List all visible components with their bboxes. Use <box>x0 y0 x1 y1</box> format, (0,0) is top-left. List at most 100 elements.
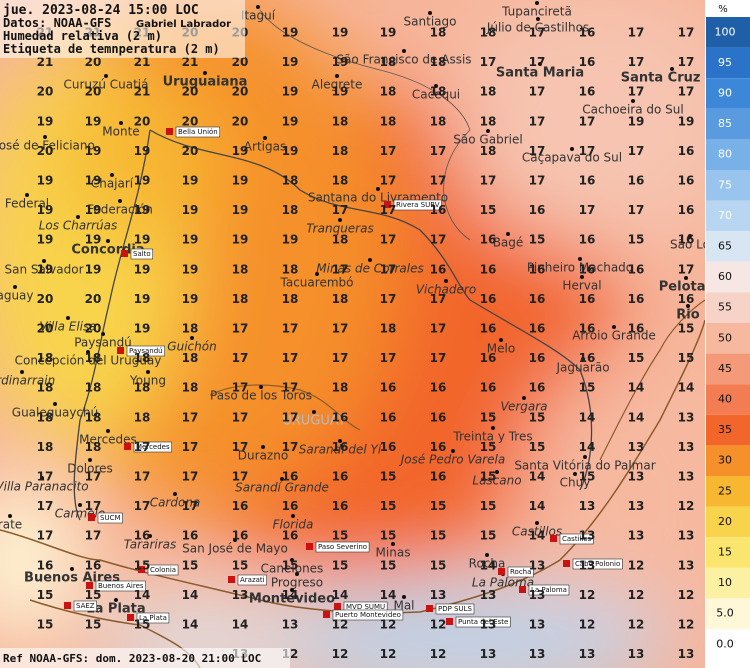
station-marker <box>384 201 391 208</box>
legend-label: 50 <box>718 331 732 344</box>
temperature: 12 <box>628 558 645 572</box>
temperature: 20 <box>134 114 151 128</box>
temperature: 18 <box>332 233 349 247</box>
temperature: 17 <box>628 85 645 99</box>
place-dot <box>86 350 90 354</box>
temperature: 17 <box>480 55 497 69</box>
station-name: Punta del Este <box>458 618 508 626</box>
legend-label: 40 <box>718 393 732 406</box>
temperature: 18 <box>134 410 151 424</box>
station-box <box>133 441 172 453</box>
temperature: 17 <box>430 233 447 247</box>
temperature: 17 <box>380 203 397 217</box>
place-dot <box>88 458 92 462</box>
station-name: Castillos <box>562 535 592 543</box>
temperature: 13 <box>529 588 546 602</box>
temperature: 17 <box>529 55 546 69</box>
place-name: José de Feliciano <box>0 139 95 153</box>
place-name: Tarariras <box>124 538 177 552</box>
station: Castillos <box>550 533 594 545</box>
station-box <box>559 533 594 545</box>
station-box <box>175 126 221 138</box>
legend-swatch <box>706 139 750 170</box>
temperature: 17 <box>380 262 397 276</box>
source: Datos: NOAA-GFS <box>3 16 111 30</box>
temperature: 13 <box>628 529 645 543</box>
place-name: Tranqueras <box>306 222 373 236</box>
temperature: 12 <box>579 588 596 602</box>
station-marker <box>124 443 131 450</box>
temperature: 20 <box>182 144 199 158</box>
temperature: 18 <box>85 381 102 395</box>
place-name: Durazno <box>238 449 288 463</box>
place-name: Concepción del Uruguay <box>15 354 162 368</box>
station-name: Salto <box>133 250 151 258</box>
place-name: Monte <box>102 125 139 139</box>
legend-label: 35 <box>718 423 732 436</box>
temperature: 16 <box>678 233 695 247</box>
temperature: 17 <box>529 144 546 158</box>
temperature: 19 <box>134 292 151 306</box>
temperature: 20 <box>37 144 54 158</box>
place-dot <box>485 553 489 557</box>
place-name: Bagé <box>493 236 524 250</box>
station-box <box>572 558 623 570</box>
place-dot <box>20 370 24 374</box>
station: Salto <box>121 248 154 260</box>
legend-swatch <box>706 629 750 660</box>
temperature: 16 <box>37 558 54 572</box>
temperature: 17 <box>232 381 249 395</box>
temperature: 18 <box>430 114 447 128</box>
place-dot <box>312 410 316 414</box>
temperature: 17 <box>134 499 151 513</box>
place-name: Sarandí del Yí <box>299 443 383 457</box>
temperature: 18 <box>37 410 54 424</box>
temperature: 20 <box>232 55 249 69</box>
temperature: 17 <box>480 174 497 188</box>
temperature: 14 <box>628 410 645 424</box>
station-marker <box>446 618 453 625</box>
station: Paso Severino <box>306 541 370 553</box>
station-marker <box>519 586 526 593</box>
temperature: 16 <box>579 85 596 99</box>
station: Paysandú <box>117 345 165 357</box>
place-name: Gualeguaychú <box>12 406 98 420</box>
place-name: Itaguí <box>241 9 276 23</box>
station: PDP SULS <box>426 603 475 615</box>
temperature: 16 <box>628 262 645 276</box>
temperature: 12 <box>430 618 447 632</box>
temperature: 19 <box>85 262 102 276</box>
temperature: 17 <box>85 470 102 484</box>
temperature: 18 <box>182 322 199 336</box>
temperature: 15 <box>134 618 151 632</box>
temperature: 16 <box>232 499 249 513</box>
temperature: 18 <box>232 292 249 306</box>
place-dot <box>280 477 284 481</box>
place-dot <box>535 1 539 5</box>
temperature: 17 <box>628 203 645 217</box>
place-name: Tacuarembó <box>280 276 354 290</box>
station-box <box>130 248 154 260</box>
place-name: URUGUAY <box>282 414 346 429</box>
place-dot <box>263 136 267 140</box>
temperature: 16 <box>579 174 596 188</box>
temperature: 16 <box>628 174 645 188</box>
header-bg <box>0 0 245 58</box>
station-marker <box>127 614 134 621</box>
temperature: 13 <box>529 647 546 661</box>
place-name: Pelotas <box>659 280 714 295</box>
temperature: 15 <box>678 322 695 336</box>
label-note: Etiqueta de temnperatura (2 m) <box>3 42 220 56</box>
legend-swatch <box>706 445 750 476</box>
temperature: 15 <box>85 618 102 632</box>
temperature: 16 <box>282 529 299 543</box>
place-name: ordinarrain <box>0 374 55 388</box>
temperature: 13 <box>480 618 497 632</box>
temperature: 16 <box>529 203 546 217</box>
place-dot <box>402 595 406 599</box>
station-box <box>435 603 475 615</box>
place-dot <box>573 472 577 476</box>
temperature: 17 <box>332 262 349 276</box>
station-marker <box>88 514 95 521</box>
temperature: 18 <box>480 26 497 40</box>
